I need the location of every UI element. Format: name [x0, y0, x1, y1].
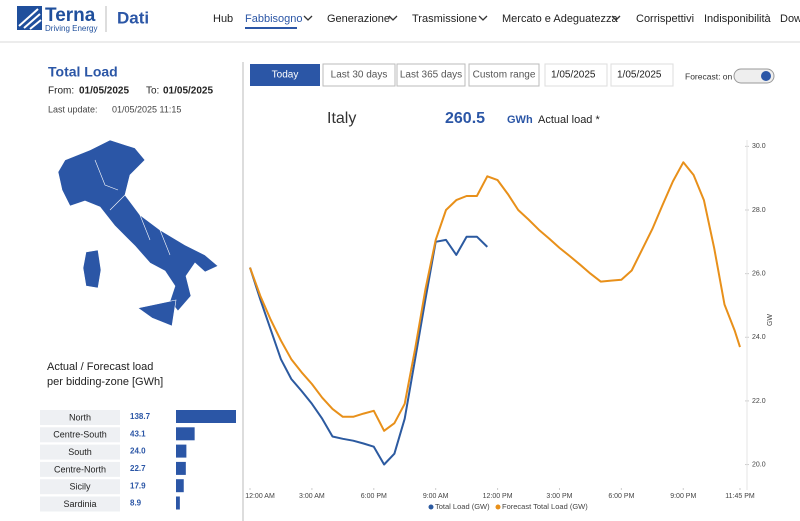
brand: Terna	[45, 5, 96, 26]
zone-label-bg	[40, 410, 120, 425]
zone-label: South	[68, 447, 92, 457]
button-label[interactable]: Custom range	[473, 70, 536, 81]
x-tick-label: 12:00 PM	[483, 493, 513, 500]
sidebar-title: Total Load	[48, 64, 118, 80]
button-label[interactable]: Last 365 days	[400, 70, 462, 81]
y-axis-label: GW	[767, 314, 774, 326]
region: Italy	[327, 110, 356, 127]
button-today[interactable]	[250, 64, 320, 86]
x-tick-label: 12:00 AM	[245, 493, 275, 500]
legend-swatch	[428, 504, 434, 510]
tagline: Driving Energy	[45, 24, 97, 33]
nav-item[interactable]: Download	[780, 13, 800, 25]
date-from[interactable]: 1/05/2025	[551, 70, 596, 81]
italy-map[interactable]	[57, 139, 219, 327]
zone-label-bg	[40, 461, 120, 477]
zones-title: Actual / Forecast load	[47, 361, 153, 373]
y-tick-label: 30.0	[752, 143, 766, 150]
nav-item[interactable]: Mercato e Adeguatezza	[502, 13, 618, 25]
button[interactable]	[322, 63, 396, 87]
total-unit: GWh	[507, 114, 533, 126]
nav-item[interactable]: Indisponibilità	[704, 13, 772, 25]
to-label: To:	[146, 86, 159, 97]
zone-label-bg	[40, 427, 120, 443]
x-tick-label: 9:00 AM	[423, 493, 449, 500]
nav-item[interactable]: Generazione	[327, 13, 390, 25]
nav-item-active[interactable]: Fabbisogno	[245, 13, 303, 25]
zone-value: 8.9	[130, 499, 142, 508]
from-date: 01/05/2025	[79, 86, 129, 97]
zone-label-bg	[40, 444, 120, 460]
update-time: 01/05/2025 11:15	[112, 104, 181, 114]
toggle-knob	[761, 71, 771, 81]
button-label[interactable]: Today	[272, 70, 299, 81]
x-tick-label: 3:00 AM	[299, 493, 325, 500]
button[interactable]	[468, 63, 540, 87]
zone-value: 17.9	[130, 481, 146, 490]
nav-item[interactable]: Hub	[213, 13, 233, 25]
date-input[interactable]	[610, 63, 674, 87]
date-input[interactable]	[544, 63, 608, 87]
nav-chevrons	[303, 15, 621, 21]
from-label: From:	[48, 86, 74, 97]
x-tick-label: 6:00 PM	[608, 493, 634, 500]
zone-value: 43.1	[130, 429, 146, 438]
zones-title: per bidding-zone [GWh]	[47, 376, 163, 388]
legend-label: Forecast Total Load (GW)	[502, 502, 588, 511]
zone-label-bg	[40, 479, 120, 495]
x-tick-label: 6:00 PM	[361, 493, 387, 500]
nav-item[interactable]: Corrispettivi	[636, 13, 694, 25]
logo[interactable]: Terna Driving Energy	[17, 5, 97, 33]
x-tick-label: 9:00 PM	[670, 493, 696, 500]
y-tick-label: 22.0	[752, 398, 766, 405]
y-tick-label: 20.0	[752, 461, 766, 468]
zone-label: Centre-North	[54, 464, 106, 474]
zone-value: 138.7	[130, 412, 151, 421]
y-tick-label: 26.0	[752, 270, 766, 277]
series-line	[249, 161, 741, 432]
zone-label: Sicily	[69, 482, 91, 492]
x-tick-label: 11:45 PM	[725, 493, 755, 500]
zone-value: 24.0	[130, 447, 146, 456]
total-value: 260.5	[445, 110, 485, 127]
legend-label: Total Load (GW)	[435, 502, 490, 511]
button[interactable]	[396, 63, 466, 87]
zone-label-bg	[40, 496, 120, 512]
app-name: Dati	[117, 8, 149, 27]
button-label[interactable]: Last 30 days	[331, 70, 388, 81]
zone-label: North	[69, 412, 91, 422]
zone-bar	[176, 479, 184, 493]
to-date: 01/05/2025	[163, 86, 213, 97]
nav-item[interactable]: Trasmissione	[412, 13, 477, 25]
legend-swatch	[495, 504, 501, 510]
zone-bar	[176, 461, 186, 475]
forecast-label: Forecast: on	[685, 71, 733, 81]
zone-bar	[176, 427, 195, 441]
zone-bar	[176, 496, 180, 510]
zone-bar	[176, 410, 236, 423]
x-tick-label: 3:00 PM	[546, 493, 572, 500]
header-bg	[0, 0, 800, 42]
zone-label: Centre-South	[53, 430, 107, 440]
series-line	[249, 235, 489, 466]
y-tick-label: 24.0	[752, 334, 766, 341]
zone-bar	[176, 444, 187, 458]
logo-stripes	[18, 8, 42, 30]
y-tick-label: 28.0	[752, 207, 766, 214]
date-to[interactable]: 1/05/2025	[617, 70, 662, 81]
zone-label: Sardinia	[63, 499, 96, 509]
zone-value: 22.7	[130, 464, 146, 473]
total-caption: Actual load *	[538, 114, 600, 126]
update-label: Last update:	[48, 104, 98, 114]
